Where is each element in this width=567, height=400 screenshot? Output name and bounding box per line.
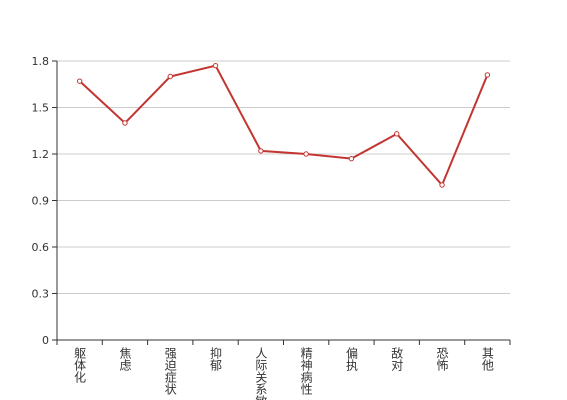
x-tick-label: 精神病性 bbox=[299, 347, 313, 396]
x-tick-label: 抑郁 bbox=[209, 346, 223, 372]
point bbox=[484, 72, 491, 78]
x-tick-label: 人际关系敏感 bbox=[254, 347, 268, 400]
y-tick-label: 1.2 bbox=[32, 148, 50, 161]
point bbox=[394, 131, 400, 137]
y-tick-label: 0.3 bbox=[32, 288, 50, 301]
point bbox=[76, 78, 83, 84]
point bbox=[348, 155, 355, 162]
y-tick-label: 0.6 bbox=[32, 241, 50, 254]
x-tick-label: 强迫症状 bbox=[163, 347, 177, 395]
x-tick-label: 躯体化 bbox=[73, 346, 87, 384]
y-tick-label: 0.9 bbox=[32, 195, 50, 208]
x-tick-label: 恐怖 bbox=[435, 347, 449, 371]
x-tick-label: 敌对 bbox=[390, 346, 404, 371]
point bbox=[439, 182, 445, 188]
line bbox=[78, 64, 489, 187]
x-tick-label: 焦虑 bbox=[118, 347, 132, 371]
y-tick-label: 1.8 bbox=[32, 55, 50, 68]
point bbox=[212, 62, 219, 69]
point bbox=[303, 151, 309, 157]
x-tick-label: 偏执 bbox=[344, 346, 358, 372]
point bbox=[258, 148, 264, 154]
point bbox=[122, 120, 128, 126]
y-tick-label: 1.5 bbox=[32, 102, 50, 115]
point bbox=[167, 73, 173, 80]
y-tick-label: 0 bbox=[42, 334, 49, 347]
x-tick-label: 其他 bbox=[480, 347, 494, 371]
